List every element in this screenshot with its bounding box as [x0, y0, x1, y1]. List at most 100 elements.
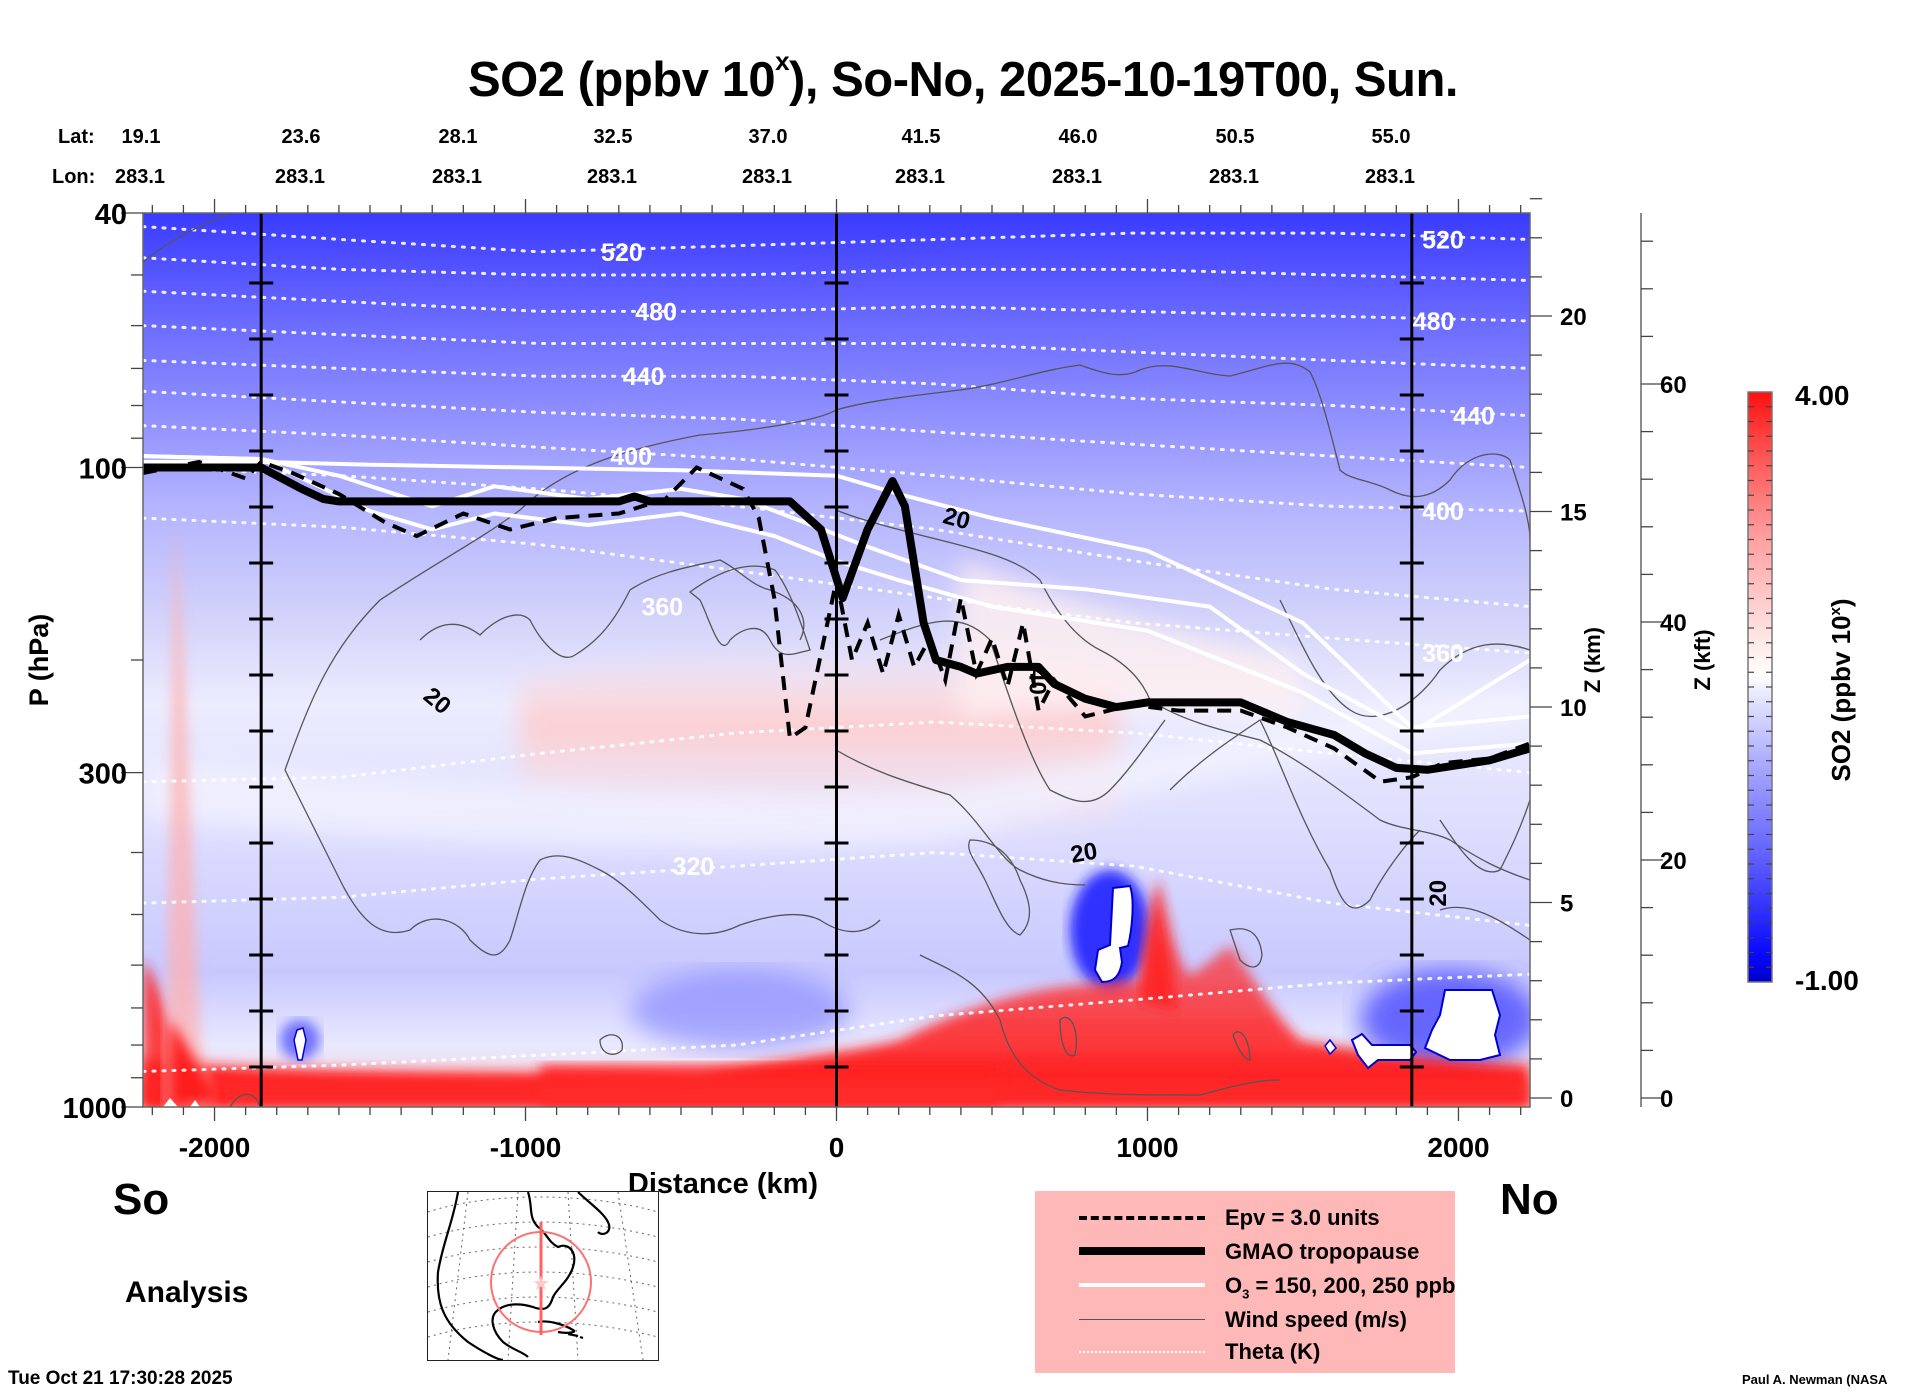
- legend-item-ozone: O3 = 150, 200, 250 ppb: [1035, 1271, 1455, 1301]
- map-graticule: [427, 1191, 659, 1361]
- lon-value: 283.1: [431, 166, 483, 188]
- map-coastlines: [436, 1191, 611, 1362]
- theta-contour: [143, 324, 1530, 370]
- so2-saturated-blob: [163, 1098, 200, 1107]
- colorbar-title-rest: ): [1826, 598, 1856, 607]
- lat-row-label: Lat:: [58, 126, 95, 148]
- theta-contour: [143, 516, 1530, 655]
- legend-label-main: O: [1225, 1273, 1243, 1298]
- lon-value: 283.1: [1364, 166, 1416, 188]
- analysis-label: Analysis: [125, 1276, 249, 1309]
- lon-value: 283.1: [741, 166, 793, 188]
- x-axis-title: Distance (km): [628, 1168, 818, 1200]
- legend-label: Theta (K): [1225, 1339, 1321, 1364]
- theta-label: 360: [641, 594, 683, 622]
- lat-value: 50.5: [1215, 126, 1255, 148]
- wind-contour: [284, 769, 881, 956]
- wind-contour: [1439, 799, 1530, 873]
- so2-saturated-blob: [293, 1027, 307, 1061]
- wind-speed-label: 20: [1068, 838, 1099, 869]
- legend-label: Epv = 3.0 units: [1225, 1205, 1380, 1230]
- wind-contour: [968, 839, 1031, 936]
- wind-contour: [835, 749, 1086, 886]
- theta-contour: [143, 358, 1530, 418]
- y-tick-label: 1000: [62, 1093, 127, 1125]
- wind-contour: [1169, 719, 1421, 909]
- theta-contour: [143, 225, 1530, 254]
- legend-label: O3 = 150, 200, 250 ppb: [1225, 1273, 1455, 1301]
- colorbar-title-main: SO2 (ppbv 10: [1826, 615, 1856, 781]
- lon-value: 283.1: [274, 166, 326, 188]
- x-axis: -2000 -1000 0 1000 2000: [151, 199, 1522, 1163]
- theta-contours: [143, 225, 1530, 1073]
- timestamp: Tue Oct 21 17:30:28 2025: [8, 1368, 233, 1389]
- colorbar-ticks: [1748, 406, 1772, 968]
- theta-contour: [143, 720, 1530, 784]
- z-km-tick-label: 15: [1560, 500, 1587, 527]
- so2-saturated-blob: [1423, 989, 1502, 1061]
- wind-contour: [919, 954, 1281, 1096]
- lat-value: 19.1: [121, 126, 161, 148]
- title-text: SO2 (ppbv 10: [467, 53, 776, 107]
- z-kft-tick-label: 20: [1660, 848, 1687, 875]
- lon-value: 283.1: [586, 166, 638, 188]
- colorbar-title: SO2 (ppbv 10x): [1826, 598, 1856, 781]
- legend-item-wind: Wind speed (m/s): [1035, 1305, 1455, 1335]
- title-superscript: x: [775, 46, 790, 76]
- theta-label: 520: [601, 239, 643, 267]
- x-tick-label: -1000: [490, 1132, 562, 1163]
- so2-blue-patch: [630, 970, 850, 1050]
- lon-value: 283.1: [1051, 166, 1103, 188]
- wind-contour: [879, 620, 1166, 803]
- x-tick-label: 0: [829, 1132, 845, 1163]
- theta-labels: 520 480 440 400 360 320 520 480 440 400 360: [601, 226, 1495, 881]
- lat-value: 46.0: [1058, 126, 1098, 148]
- wind-contour: [419, 559, 805, 658]
- heatmap-field: 520 480 440 400 360 320 520 480 440 400 360 20 20 40…: [143, 213, 1530, 1107]
- north-label: No: [1500, 1175, 1559, 1224]
- chart-title: SO2 (ppbv 10x), So-No, 2025-10-19T00, Su…: [0, 48, 1926, 108]
- wind-contour: [284, 362, 1530, 771]
- z-kft-tick-label: 0: [1660, 1086, 1673, 1113]
- y-axis-z-kft: 0 20 40 60: [1640, 213, 1687, 1113]
- z-km-tick-label: 0: [1560, 1086, 1573, 1113]
- so2-red-plume-core: [170, 1020, 220, 1107]
- so2-saturated-blob: [1093, 884, 1134, 984]
- thin-line-icon: [1079, 1319, 1205, 1320]
- y-tick-label: 40: [95, 199, 127, 231]
- y-tick-label: 100: [79, 453, 127, 485]
- ozone-contour: [143, 459, 1530, 730]
- section-marker-lines: [249, 213, 1424, 1107]
- dotted-line-icon: [1079, 1351, 1205, 1353]
- so2-saturated-blob: [1324, 1038, 1337, 1056]
- theta-label: 320: [673, 853, 715, 881]
- z-km-tick-label: 5: [1560, 891, 1573, 918]
- map-center-star-icon: ★: [532, 1273, 550, 1295]
- so2-red-boundary-layer: [143, 890, 1530, 1107]
- legend: Epv = 3.0 units GMAO tropopause O3 = 150…: [1035, 1191, 1455, 1373]
- epv-contour-line: [143, 459, 1530, 784]
- colorbar-max-label: 4.00: [1795, 380, 1850, 411]
- x-tick-label: 2000: [1427, 1132, 1489, 1163]
- x-tick-label: 1000: [1116, 1132, 1178, 1163]
- lon-row-label: Lon:: [52, 166, 96, 188]
- lat-value: 32.5: [593, 126, 633, 148]
- so2-light-band: [143, 690, 1530, 849]
- colorbar-title-sup: x: [1827, 606, 1844, 615]
- theta-contour: [143, 466, 1530, 609]
- z-kft-axis-title: Z (kft): [1690, 629, 1715, 690]
- theta-contour: [143, 389, 1530, 469]
- white-line-icon: [1079, 1283, 1205, 1287]
- wind-contour: [1232, 1031, 1251, 1061]
- thick-line-icon: [1079, 1247, 1205, 1255]
- wind-speed-label: 20: [1425, 880, 1452, 907]
- wind-speed-label: 40: [1023, 668, 1050, 695]
- location-map-svg: ★: [427, 1191, 659, 1362]
- lon-value: 283.1: [114, 166, 166, 188]
- theta-contour: [143, 289, 1530, 323]
- z-km-tick-label: 20: [1560, 304, 1587, 331]
- theta-label: 480: [635, 298, 677, 326]
- lon-value: 283.1: [894, 166, 946, 188]
- legend-item-tropopause: GMAO tropopause: [1035, 1237, 1455, 1267]
